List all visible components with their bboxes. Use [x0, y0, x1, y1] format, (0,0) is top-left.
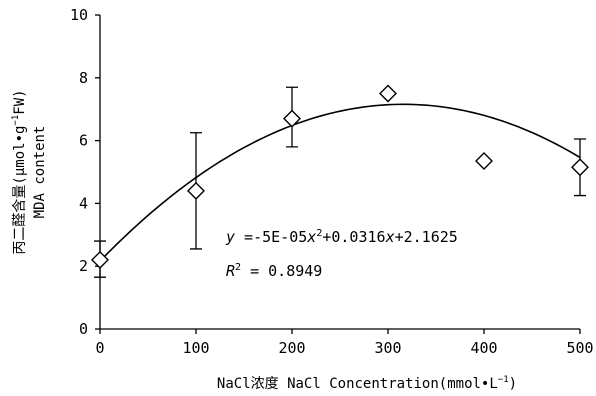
y-axis-label-en: MDA content	[32, 126, 48, 219]
y-tick-label: 4	[79, 194, 88, 212]
tick-labels: 0 100 200 300 400 500 0 2 4 6 8 10	[70, 6, 594, 357]
data-point	[187, 181, 205, 200]
data-point	[283, 109, 301, 128]
trendline	[99, 103, 581, 262]
data-point	[571, 158, 589, 177]
x-tick-label: 200	[278, 339, 305, 357]
data-point	[379, 84, 397, 103]
x-tick-label: 300	[374, 339, 401, 357]
x-tick-label: 100	[182, 339, 209, 357]
data-point	[91, 250, 109, 269]
y-tick-label: 10	[70, 6, 88, 24]
error-bars	[94, 86, 586, 278]
x-tick-label: 500	[566, 339, 593, 357]
y-tick-label: 2	[79, 257, 88, 275]
r2-label: R2 = 0.8949	[226, 262, 322, 280]
ticks	[95, 14, 581, 334]
y-tick-label: 6	[79, 132, 88, 150]
equation-label: y =-5E-05x2+0.0316x+2.1625	[225, 228, 458, 246]
x-tick-label: 400	[470, 339, 497, 357]
y-tick-label: 0	[79, 320, 88, 338]
x-axis-label: NaCl浓度 NaCl Concentration(mmol•L−1)	[217, 375, 517, 392]
axes	[99, 15, 580, 330]
data-points	[91, 84, 589, 269]
y-tick-label: 8	[79, 69, 88, 87]
y-axis-label-cn: 丙二醛含量(μmol•g−1FW)	[11, 89, 28, 254]
x-tick-label: 0	[95, 339, 104, 357]
data-point	[475, 152, 493, 170]
